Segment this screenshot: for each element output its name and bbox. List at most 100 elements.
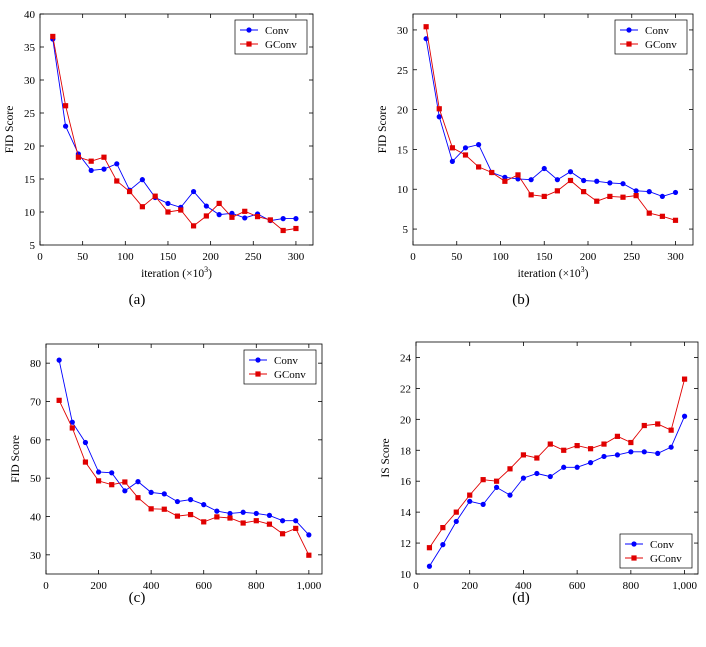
data-point-gconv [214,514,220,520]
legend-marker [631,555,637,561]
x-tick-label: 0 [43,580,49,590]
data-point-gconv [515,172,521,178]
x-tick-label: 200 [580,251,597,263]
data-point-conv [561,464,567,470]
chart-panel-b: 0 50 100 150 200 250 300 5 10 15 20 25 30 iteration (… [373,0,706,280]
y-tick-label: 12 [400,538,411,550]
data-point-conv [122,488,128,494]
data-point-gconv [267,217,273,223]
y-tick-label: 25 [397,65,409,77]
legend: Conv GConv [243,349,317,385]
data-point-conv [681,413,688,419]
chart-svg: 02004006008001,0001012141618202224iterat… [380,341,699,609]
data-point-gconv [489,169,495,176]
y-tick-label: 10 [397,184,409,196]
chart-panel-a: 0 50 100 150 200 250 300 5 10 15 20 25 30 35 40 iterati… [0,0,353,280]
data-point-conv [114,161,120,167]
x-tick-label: 50 [451,251,463,263]
data-point-conv [449,158,455,164]
data-point-gconv [601,441,607,447]
x-tick-label: 150 [160,251,177,263]
data-point-gconv [607,193,613,200]
x-tick-label: 1,000 [672,580,697,590]
data-point-conv [214,508,220,514]
x-tick-label: 1,000 [296,580,321,590]
data-point-conv [135,479,141,485]
data-point-gconv [594,198,600,204]
data-point-gconv [681,376,688,382]
data-point-conv [528,177,534,183]
data-point-gconv [216,200,222,207]
data-point-conv [88,167,94,174]
chart-panel-d: 02004006008001,0001012141618202224iterat… [373,330,706,609]
data-point-conv [507,492,513,498]
x-tick-label: 50 [77,251,89,263]
data-point-conv [190,188,197,195]
data-point-gconv [659,213,665,219]
y-tick-label: 30 [30,550,42,562]
x-tick-label: 0 [410,251,416,263]
data-point-conv [266,512,273,518]
data-point-conv [69,419,75,425]
data-point-gconv [114,178,120,184]
data-point-conv [614,452,621,458]
data-point-conv [161,491,167,497]
data-point-gconv [161,506,167,512]
data-point-gconv [554,188,560,194]
data-point-conv [203,203,209,209]
chart-svg: 0 50 100 150 200 250 300 5 10 15 20 25 30 iteration (… [377,13,694,280]
data-point-conv [216,212,222,218]
plot-frame [39,13,314,246]
data-point-conv [646,189,652,195]
data-point-conv [62,123,69,129]
legend-marker [246,27,252,33]
data-point-gconv [476,164,482,170]
y-tick-label: 30 [397,25,409,37]
data-point-conv [306,532,312,538]
data-point-gconv [109,482,115,488]
y-tick-label: 5 [30,240,36,252]
plot-frame [412,13,694,246]
data-point-gconv [672,217,679,223]
data-point-gconv [242,208,248,214]
y-axis-label: FID Score [4,106,16,154]
data-point-gconv [266,521,273,527]
data-point-conv [554,177,560,183]
data-point-conv [655,450,661,456]
data-point-conv [453,518,459,525]
data-point-conv [240,509,246,515]
data-point-gconv [453,509,459,515]
data-point-gconv [423,24,429,30]
y-tick-label: 60 [30,435,42,447]
data-point-conv [280,216,286,222]
legend-box [243,349,317,385]
y-tick-label: 30 [24,75,36,87]
data-point-gconv [574,443,580,449]
data-point-conv [633,188,639,194]
data-point-gconv [440,525,446,531]
data-point-gconv [187,511,194,518]
y-tick-label: 20 [24,141,36,153]
x-tick-label: 100 [117,251,134,263]
data-point-gconv [62,103,69,109]
data-point-conv [227,510,233,517]
data-point-conv [139,177,145,183]
data-point-gconv [641,422,647,429]
data-point-conv [436,114,442,120]
legend-box [619,533,693,569]
x-tick-label: 200 [461,580,478,590]
legend-label: Conv [265,25,289,37]
data-point-gconv [668,427,674,433]
data-point-conv [109,470,115,476]
legend-label: Conv [274,355,298,367]
data-point-gconv [240,520,246,526]
y-axis-label: IS Score [380,438,392,477]
y-tick-label: 10 [24,207,36,219]
y-tick-label: 18 [400,445,412,457]
x-tick-label: 400 [143,580,160,590]
data-point-gconv [646,210,652,216]
chart-svg: 02004006008001,000304050607080iteration … [10,343,323,609]
data-point-conv [668,444,674,450]
data-point-gconv [567,177,574,184]
chart-panel-c: 02004006008001,000304050607080iteration … [0,330,353,609]
